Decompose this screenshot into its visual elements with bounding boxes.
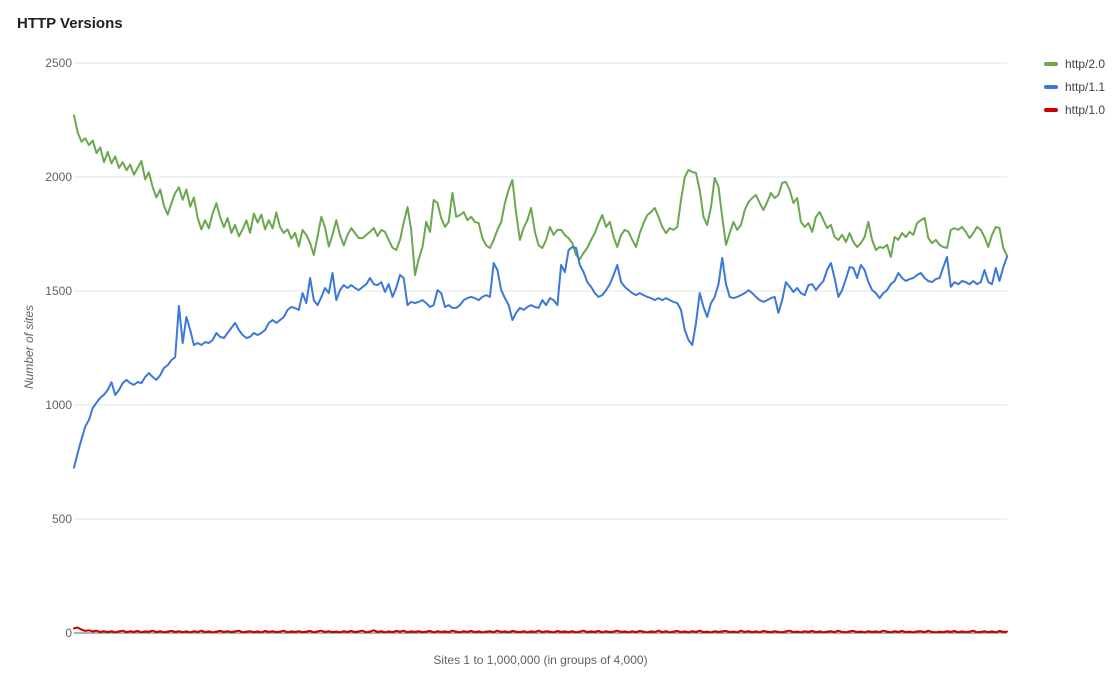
legend-item-http10: http/1.0 [1044, 98, 1105, 121]
y-tick-label: 1500 [45, 284, 72, 298]
legend-swatch-http10-icon [1044, 107, 1058, 112]
legend: http/2.0 http/1.1 http/1.0 [1044, 52, 1105, 121]
y-tick-label: 1000 [45, 398, 72, 412]
y-tick-label: 0 [65, 626, 72, 640]
y-tick-label: 500 [51, 512, 72, 526]
legend-swatch-http11-icon [1044, 84, 1058, 89]
x-axis-title: Sites 1 to 1,000,000 (in groups of 4,000… [433, 653, 648, 667]
legend-label-http10: http/1.0 [1065, 102, 1106, 117]
y-tick-label: 2000 [45, 170, 72, 184]
legend-swatch-http2-icon [1044, 61, 1058, 66]
series-line-http-1-1[interactable] [73, 246, 1008, 469]
y-tick-label: 2500 [45, 56, 72, 70]
chart-title: HTTP Versions [17, 15, 123, 32]
legend-item-http11: http/1.1 [1044, 75, 1105, 98]
legend-label-http2: http/2.0 [1065, 56, 1106, 71]
legend-item-http2: http/2.0 [1044, 52, 1105, 75]
series-line-http-2-0[interactable] [73, 114, 1008, 276]
series-line-http-1-0[interactable] [73, 626, 1008, 634]
legend-label-http11: http/1.1 [1065, 79, 1106, 94]
